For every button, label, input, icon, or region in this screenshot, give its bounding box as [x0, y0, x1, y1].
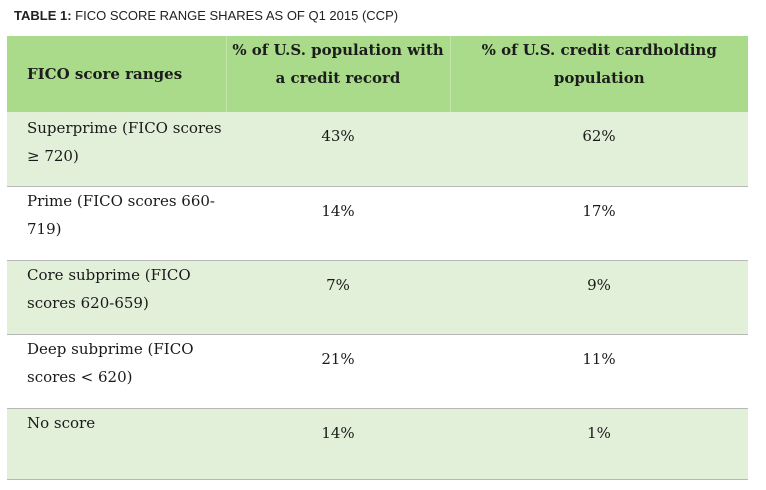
cardholder-share-value: 11% — [582, 349, 616, 368]
cardholder-share-value: 9% — [587, 275, 611, 294]
table-row: Deep subprime (FICO scores < 620) 21% 11… — [7, 334, 748, 408]
cardholder-share-value: 1% — [587, 423, 611, 442]
population-share-value: 7% — [326, 275, 350, 294]
table-caption-text: FICO SCORE RANGE SHARES AS OF Q1 2015 (C… — [71, 8, 399, 23]
table-row: Core subprime (FICO scores 620-659) 7% 9… — [7, 260, 748, 334]
row-label: Core subprime (FICO scores 620-659) — [27, 265, 191, 312]
column-header-cardholder-share: % of U.S. credit cardholding population — [449, 36, 748, 112]
fico-score-table: FICO score ranges % of U.S. population w… — [7, 36, 748, 480]
population-share-value: 21% — [321, 349, 355, 368]
population-share-value: 14% — [321, 423, 355, 442]
table-row: Superprime (FICO scores ≥ 720) 43% 62% — [7, 112, 748, 186]
cardholder-share-value: 62% — [582, 127, 616, 145]
column-header-population-share: % of U.S. population with a credit recor… — [225, 36, 450, 112]
table-caption-label: TABLE 1: — [14, 8, 72, 23]
population-share-value: 43% — [321, 127, 355, 145]
table-row: No score 14% 1% — [7, 408, 748, 479]
row-label: No score — [27, 413, 96, 432]
cardholder-share-value: 17% — [582, 201, 616, 220]
table-caption: TABLE 1: FICO SCORE RANGE SHARES AS OF Q… — [14, 8, 398, 23]
row-label: Superprime (FICO scores ≥ 720) — [27, 119, 222, 165]
column-header-score-ranges: FICO score ranges — [27, 65, 183, 83]
population-share-value: 14% — [321, 201, 355, 220]
table-header-row: FICO score ranges % of U.S. population w… — [7, 36, 748, 112]
row-label: Prime (FICO scores 660-719) — [27, 191, 215, 238]
table-row: Prime (FICO scores 660-719) 14% 17% — [7, 186, 748, 260]
row-label: Deep subprime (FICO scores < 620) — [27, 339, 194, 386]
